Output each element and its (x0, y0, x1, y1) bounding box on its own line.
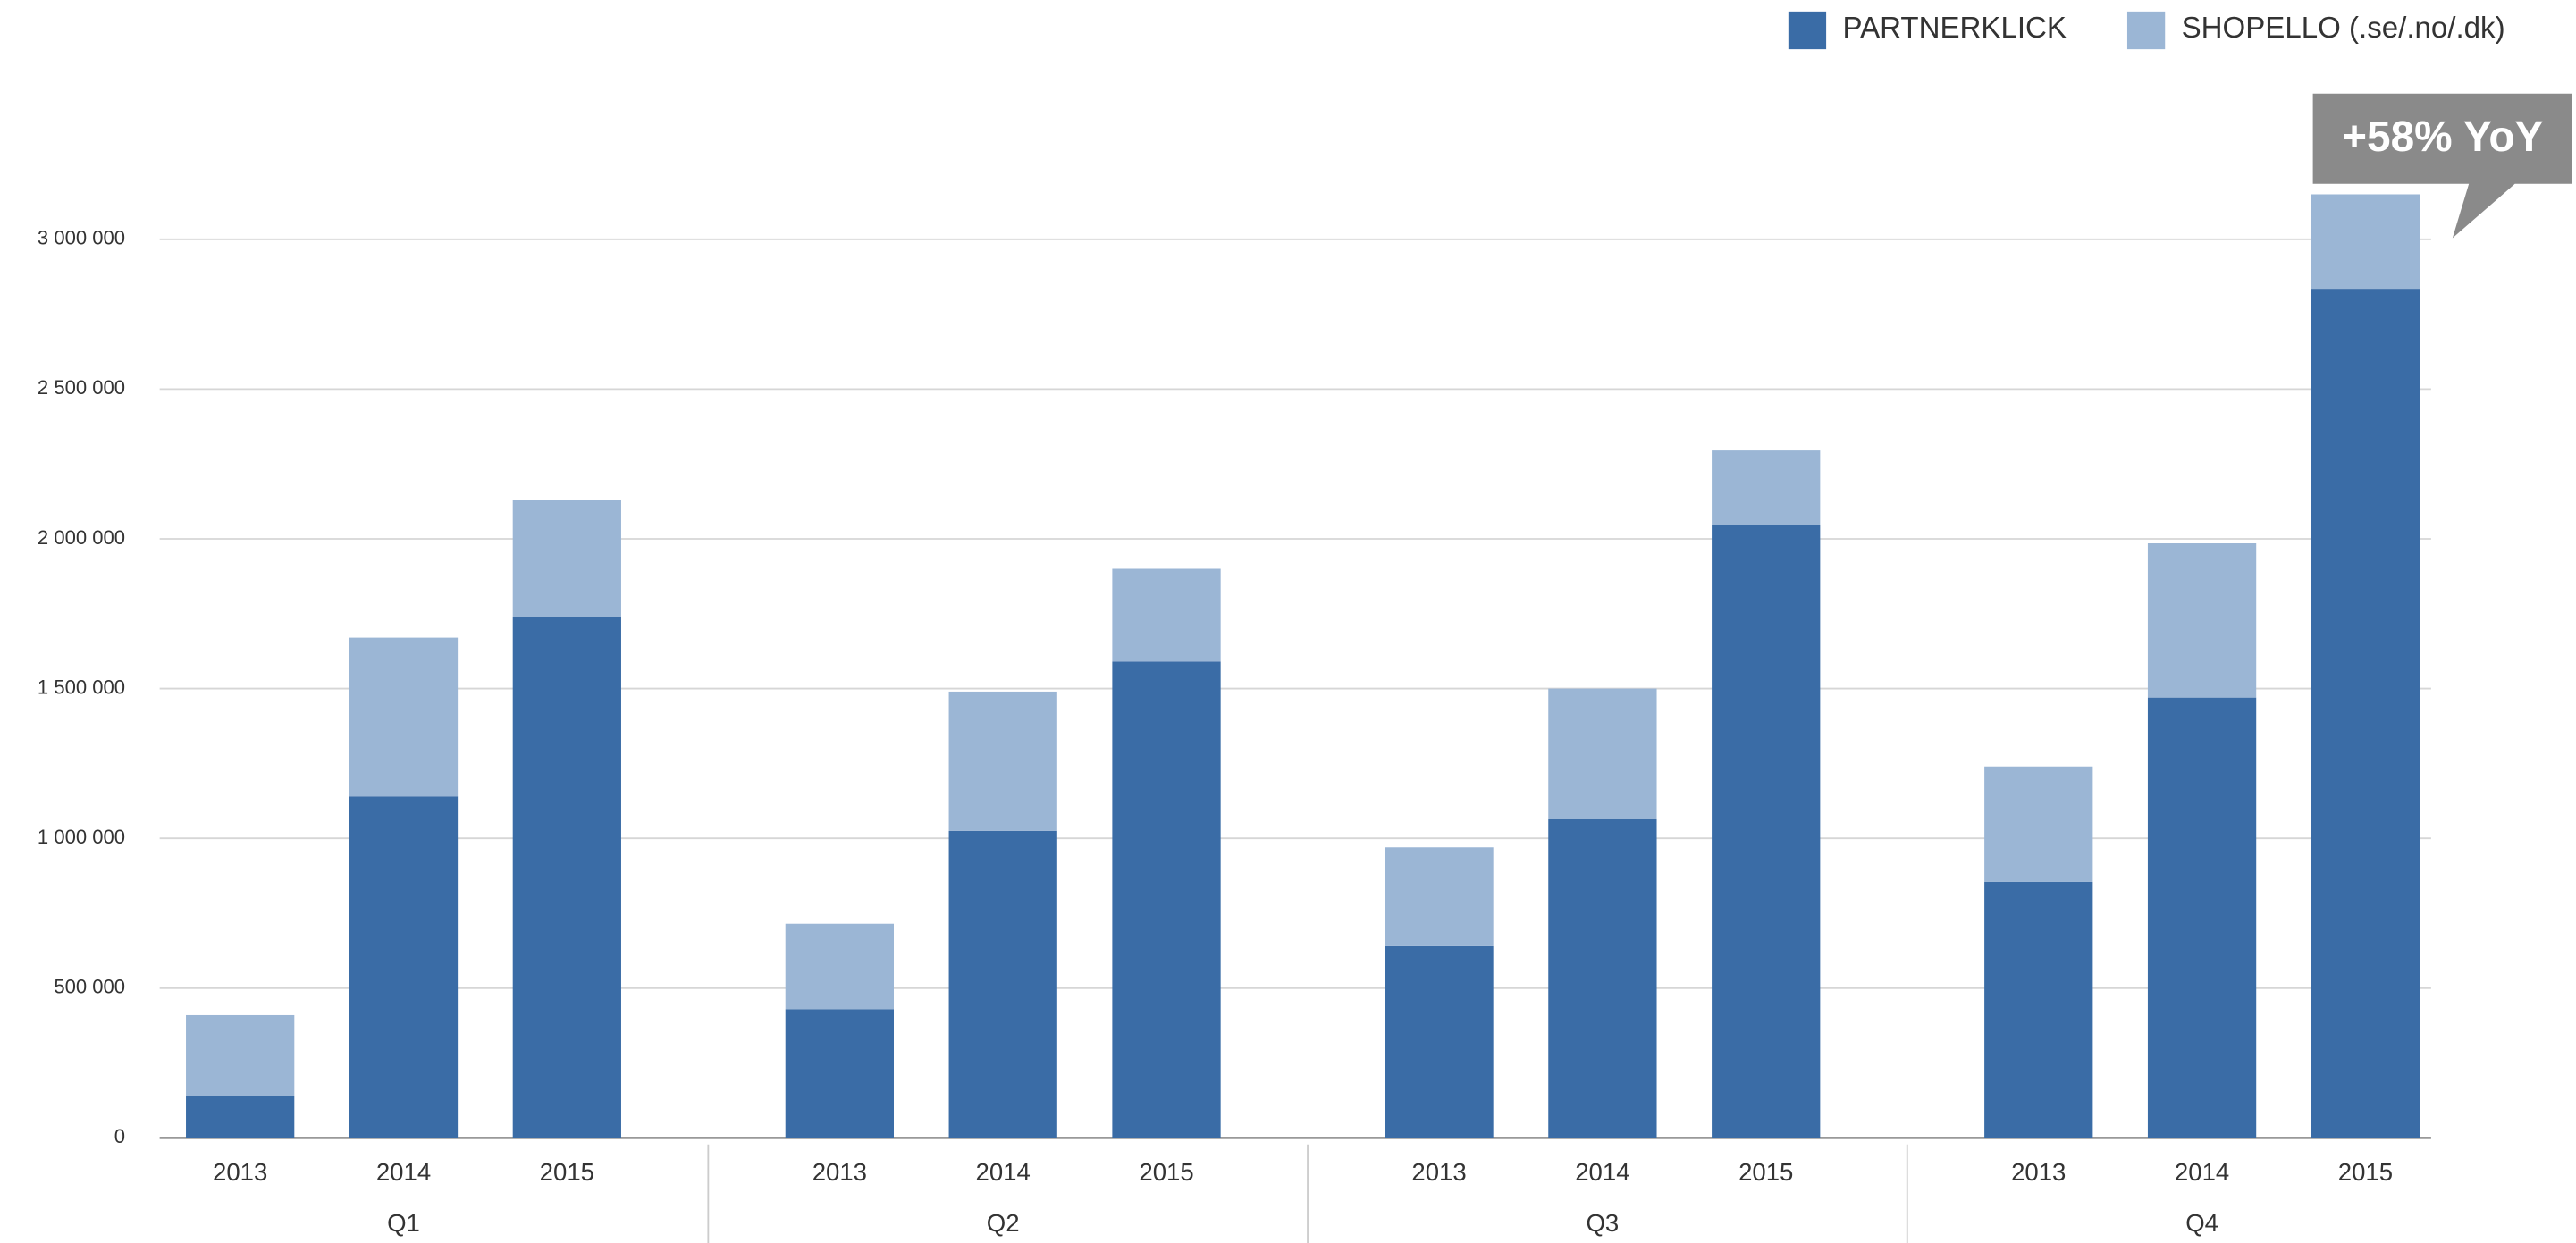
bar-segment (2311, 289, 2420, 1138)
x-tick-label: 2015 (1139, 1158, 1193, 1186)
bar-segment (1385, 945, 1494, 1138)
bar-segment (948, 830, 1057, 1138)
bar-segment (186, 1014, 295, 1096)
group-label: Q3 (1587, 1209, 1620, 1237)
group-label: Q4 (2185, 1209, 2218, 1237)
legend-label: PARTNERKLICK (1842, 12, 2067, 45)
x-tick-label: 2014 (976, 1158, 1031, 1186)
annotation-box (2312, 93, 2572, 239)
bar-segment (1385, 847, 1494, 946)
y-tick-label: 500 000 (54, 976, 125, 998)
bar-segment (186, 1096, 295, 1138)
bar-segment (349, 796, 459, 1138)
bar-segment (2147, 543, 2257, 698)
x-tick-label: 2014 (1575, 1158, 1629, 1186)
bar-segment (1712, 525, 1821, 1138)
bar-segment (512, 500, 621, 617)
bar-segment (512, 617, 621, 1138)
bar-segment (1712, 450, 1821, 525)
bar-segment (349, 637, 459, 797)
legend-swatch (1788, 11, 1827, 50)
y-tick-label: 2 000 000 (38, 526, 125, 549)
x-tick-label: 2013 (2011, 1158, 2066, 1186)
bar-segment (1984, 881, 2093, 1138)
y-tick-label: 0 (114, 1125, 125, 1147)
bar-segment (1548, 688, 1657, 819)
y-tick-label: 3 000 000 (38, 227, 125, 249)
x-tick-label: 2015 (1738, 1158, 1793, 1186)
bar-segment (2147, 697, 2257, 1138)
bar-segment (1112, 661, 1221, 1138)
bar-segment (785, 1009, 894, 1138)
y-tick-label: 1 000 000 (38, 826, 125, 848)
y-tick-label: 1 500 000 (38, 676, 125, 698)
x-tick-label: 2013 (213, 1158, 267, 1186)
bar-segment (1548, 819, 1657, 1138)
x-tick-label: 2015 (540, 1158, 594, 1186)
y-tick-label: 2 500 000 (38, 376, 125, 399)
annotation: +58% YoY (2342, 113, 2543, 161)
x-tick-label: 2015 (2338, 1158, 2393, 1186)
x-tick-label: 2013 (812, 1158, 867, 1186)
x-tick-label: 2014 (2175, 1158, 2229, 1186)
legend-swatch (2126, 11, 2166, 50)
bar-segment (785, 923, 894, 1010)
group-label: Q1 (387, 1209, 420, 1237)
group-label: Q2 (987, 1209, 1020, 1237)
legend-label: SHOPELLO (.se/.no/.dk) (2182, 12, 2505, 45)
bar-segment (2311, 194, 2420, 290)
bar-segment (948, 691, 1057, 831)
bar-segment (1984, 766, 2093, 882)
x-tick-label: 2014 (376, 1158, 431, 1186)
x-tick-label: 2013 (1411, 1158, 1466, 1186)
bar-segment (1112, 568, 1221, 662)
